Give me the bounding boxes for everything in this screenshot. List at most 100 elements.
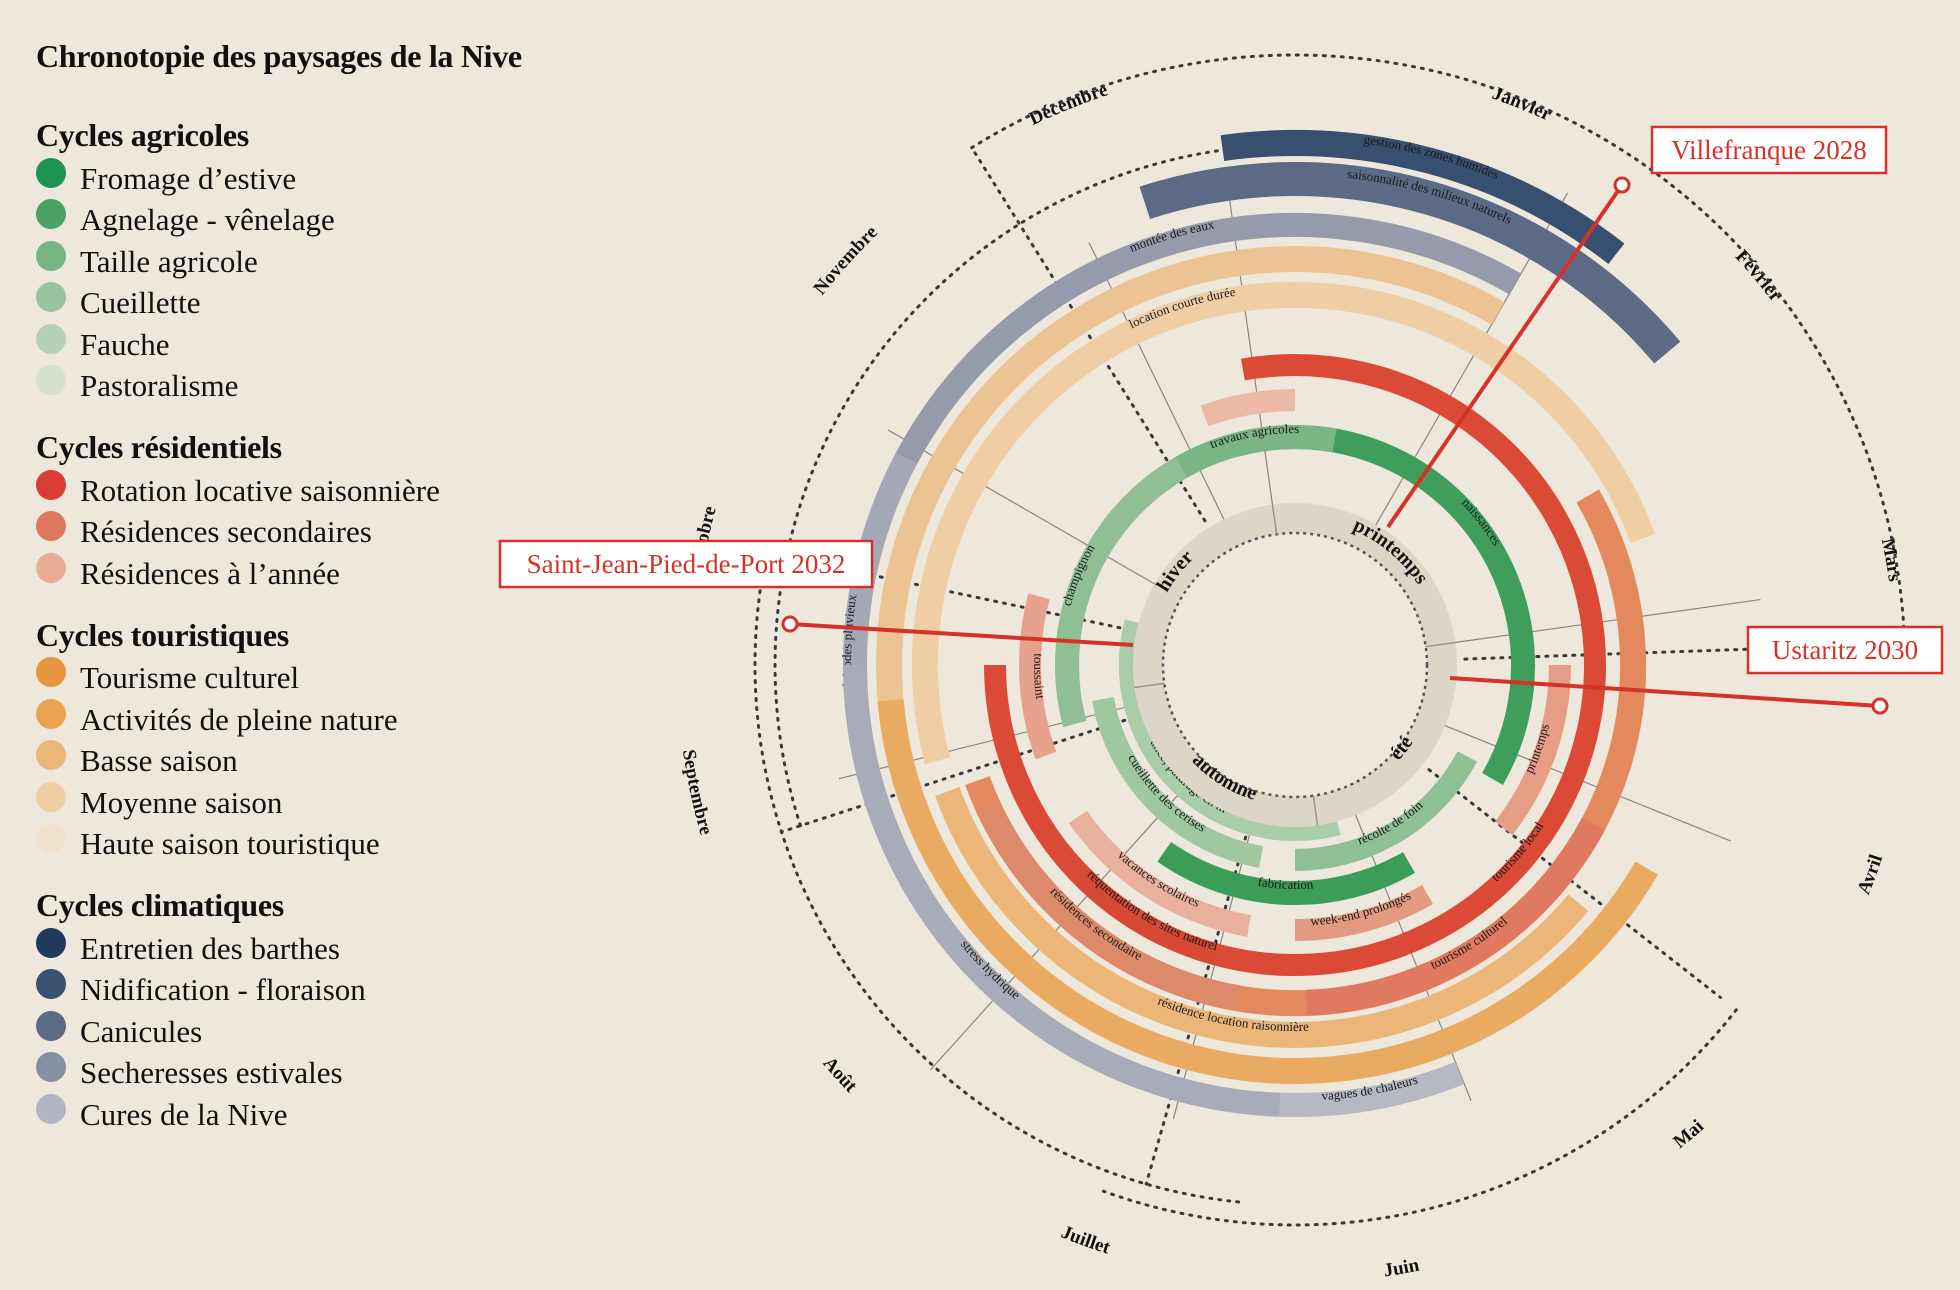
cycle-arc <box>1200 389 1296 427</box>
legend-item: Cures de la Nive <box>36 1093 556 1136</box>
place-callout-line <box>789 622 1134 647</box>
legend-swatch <box>36 552 66 583</box>
legend-label: Cures de la Nive <box>80 1096 288 1132</box>
month-label: Avril <box>1854 852 1888 897</box>
legend: Chronotopie des paysages de la Nive Cycl… <box>36 38 556 1158</box>
place-marker <box>781 615 799 633</box>
legend-group-title: Cycles agricoles <box>36 117 249 153</box>
legend-item: Tourisme culturel <box>36 657 556 700</box>
cycle-arc <box>976 802 1239 1011</box>
legend-swatch <box>36 511 66 542</box>
cycle-arc <box>1294 884 1433 941</box>
legend-label: Cueillette <box>80 285 201 321</box>
cycle-arc <box>1220 130 1625 264</box>
sector-spoke <box>1451 598 1761 644</box>
legend-label: Rotation locative saisonnière <box>80 472 440 508</box>
legend-item: Taille agricole <box>36 240 556 283</box>
place-callout-line <box>1386 183 1624 529</box>
legend-item: Agnelage - vênelage <box>36 199 556 242</box>
cycle-arc <box>895 212 1521 465</box>
cycle-arc <box>911 281 1655 765</box>
sector-boundary-arc <box>970 53 1907 646</box>
month-label: Mars <box>1877 536 1905 582</box>
cycle-arc <box>1118 619 1341 842</box>
cycle-label: fabrication <box>1257 874 1314 892</box>
legend-label: Résidences à l’année <box>80 555 340 591</box>
legend-swatch <box>36 657 66 688</box>
legend-group: Cycles agricoles Fromage d’estive Agnelage… <box>36 117 556 407</box>
sector-boundary-arc <box>753 551 1241 1204</box>
cycle-arc <box>877 699 1658 1085</box>
cycle-arc <box>843 664 1296 1117</box>
season-divider <box>1312 795 1319 826</box>
legend-label: Pastoralisme <box>80 368 239 404</box>
legend-item: Secheresses estivales <box>36 1052 556 1095</box>
cycle-arc <box>1055 457 1188 728</box>
place-label: Saint-Jean-Pied-de-Port 2032 <box>527 549 846 579</box>
legend-item: Rotation locative saisonnière <box>36 469 556 512</box>
legend-item: Cueillette <box>36 282 556 325</box>
legend-swatch <box>36 323 66 354</box>
cycle-arc <box>1306 817 1605 1016</box>
legend-item: Résidences secondaires <box>36 511 556 554</box>
cycle-arc <box>1075 869 1221 966</box>
season-divider <box>1134 682 1165 689</box>
legend-label: Haute saison touristique <box>80 826 380 862</box>
legend-label: Canicules <box>80 1013 203 1049</box>
place-label: Villefranque 2028 <box>1671 135 1867 165</box>
sector-boundary-arc <box>773 143 1297 828</box>
legend-group: Cycles climatiques Entretien des barthes N… <box>36 887 556 1136</box>
page-title: Chronotopie des paysages de la Nive <box>36 38 522 74</box>
season-divider <box>1271 504 1278 535</box>
sector-boundary-line <box>1463 642 1907 661</box>
place-callout-line <box>1449 676 1881 708</box>
legend-item: Fromage d’estive <box>36 157 556 200</box>
month-label: Septembre <box>678 748 716 837</box>
sector-boundary-line <box>779 716 1135 834</box>
month-label: Juillet <box>1058 1222 1113 1259</box>
cycle-arc <box>1279 1061 1465 1117</box>
season-divider <box>1425 641 1456 648</box>
legend-swatch <box>36 157 66 188</box>
legend-label: Secheresses estivales <box>80 1055 343 1091</box>
legend-label: Résidences secondaires <box>80 514 372 550</box>
cycle-arc <box>984 354 1606 977</box>
month-label: Mai <box>1669 1116 1707 1153</box>
sector-boundary-line <box>970 146 1207 523</box>
place-label-box <box>498 539 874 589</box>
month-label: Juin <box>1382 1254 1421 1281</box>
legend-item: Résidences à l’année <box>36 552 556 595</box>
center-disc <box>1161 531 1429 799</box>
legend-swatch <box>36 199 66 230</box>
legend-swatch <box>36 240 66 271</box>
legend-item: Canicules <box>36 1010 556 1053</box>
month-label: Décembre <box>1026 79 1110 129</box>
sector-spoke <box>929 782 1190 1071</box>
sector-spoke <box>1441 723 1732 842</box>
sector-boundary-line <box>1427 768 1723 999</box>
legend-group: Cycles résidentiels Rotation locative sai… <box>36 429 556 595</box>
legend-label: Moyenne saison <box>80 784 283 820</box>
legend-label: Basse saison <box>80 743 238 779</box>
legend-swatch <box>36 282 66 313</box>
legend-label: Fromage d’estive <box>80 160 297 196</box>
legend-swatch <box>36 698 66 729</box>
month-label: Novembre <box>810 222 882 299</box>
cycle-arc <box>1092 696 1264 868</box>
month-label: Février <box>1731 246 1786 306</box>
legend-label: Activités de pleine nature <box>80 701 398 737</box>
legend-label: Tourisme culturel <box>80 660 300 696</box>
sector-spoke <box>1228 199 1274 509</box>
legend-item: Activités de pleine nature <box>36 698 556 741</box>
legend-item: Haute saison touristique <box>36 823 556 866</box>
legend-group-title: Cycles climatiques <box>36 887 284 923</box>
legend-label: Agnelage - vênelage <box>80 202 335 238</box>
cycle-arc <box>1175 425 1337 478</box>
cycle-arc <box>1139 162 1681 364</box>
cycle-arc <box>876 246 1505 738</box>
cycle-arc <box>935 787 1589 1048</box>
legend-swatch <box>36 469 66 500</box>
legend-label: Fauche <box>80 326 170 362</box>
legend-item: Moyenne saison <box>36 781 556 824</box>
